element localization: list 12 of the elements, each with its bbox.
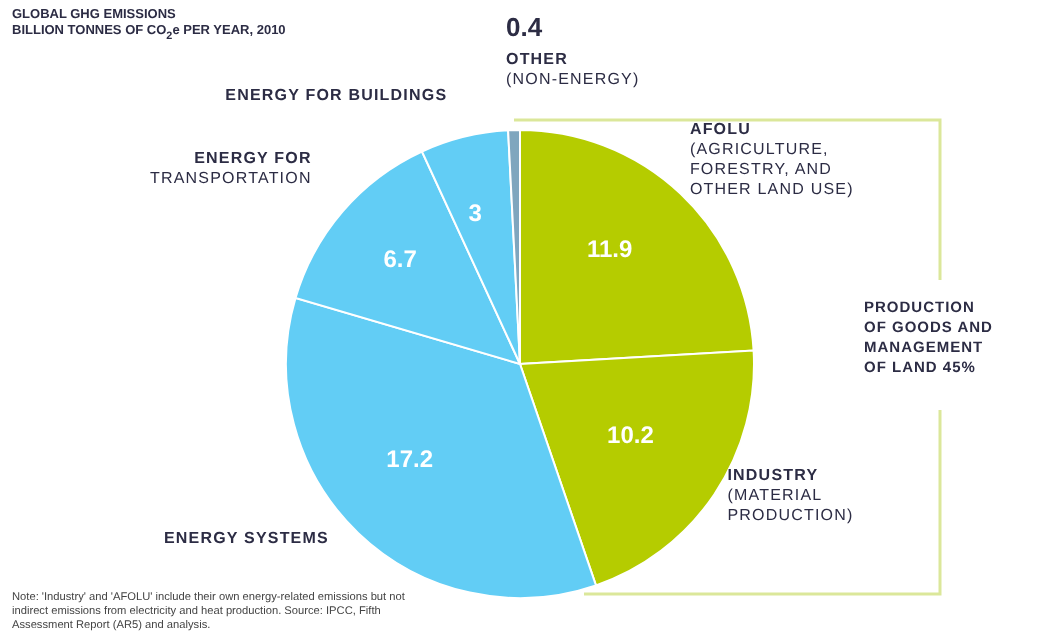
slice-label: ENERGY FOR BUILDINGS <box>225 85 448 104</box>
data-label: 10.2 <box>607 420 655 449</box>
slice-label: AFOLU (AGRICULTURE, FORESTRY, AND OTHER LAND USE) <box>689 119 854 198</box>
data-label: 6.7 <box>383 245 418 274</box>
slice-label: ENERGY SYSTEMS <box>163 529 330 548</box>
slice-label: OTHER (NON-ENERGY) <box>506 50 640 88</box>
slice-label: INDUSTRY (MATERIAL PRODUCTION) <box>727 466 854 525</box>
data-label: 17.2 <box>386 444 434 473</box>
slice-label: ENERGY FOR TRANSPORTATION <box>149 148 312 187</box>
data-label: 3 <box>468 199 483 228</box>
data-label: 11.9 <box>586 234 633 263</box>
data-label: 0.4 <box>506 12 544 42</box>
